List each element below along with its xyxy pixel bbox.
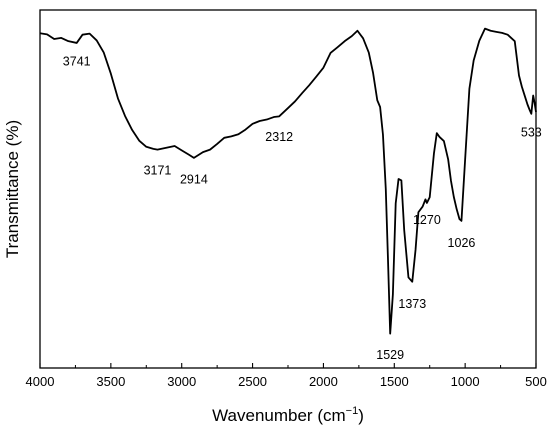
plot-frame [39,9,537,369]
x-axis-title: Wavenumber (cm−1) [212,405,364,425]
x-axis-title-end: ) [358,406,364,425]
x-tick-label: 1000 [451,374,480,389]
x-tick-label: 3000 [167,374,196,389]
x-tick-label: 3500 [96,374,125,389]
peak-label: 3741 [63,54,91,68]
x-axis-ticks [39,363,537,368]
x-tick-label: 2000 [309,374,338,389]
x-tick-label: 500 [525,374,547,389]
peak-label: 533 [521,126,542,140]
x-axis-title-main: Wavenumber (cm [212,406,346,425]
x-tick-label: 1500 [380,374,409,389]
spectrum-line [39,27,537,335]
peak-annotations: 3741 3171 2914 2312 1529 1373 1270 1026 533 [63,54,542,362]
peak-label: 3171 [144,164,172,178]
x-axis-title-superscript: −1 [346,405,359,417]
peak-label: 1529 [376,348,404,362]
peak-label: 1026 [448,236,476,250]
peak-label: 2914 [180,173,208,187]
peak-label: 1270 [413,213,441,227]
series-layer [39,27,537,335]
x-axis-tick-labels: 4000 3500 3000 2500 2000 1500 1000 500 [26,374,547,389]
peak-label: 1373 [398,297,426,311]
x-tick-label: 4000 [26,374,55,389]
x-tick-label: 2500 [238,374,267,389]
peak-label: 2312 [265,130,293,144]
y-axis-title: Transmittance (%) [3,120,22,258]
